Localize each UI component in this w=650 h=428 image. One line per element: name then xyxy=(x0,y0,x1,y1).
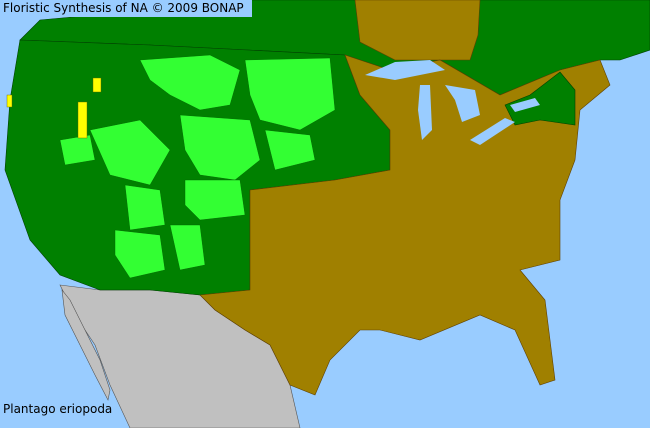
historic-coast-1 xyxy=(6,94,13,108)
species-label: Plantago eriopoda xyxy=(3,402,113,416)
patch-dakotas xyxy=(244,57,336,131)
canada-absent-region xyxy=(354,0,481,61)
new-york-present xyxy=(504,71,576,126)
patch-arizona xyxy=(114,229,166,279)
great-lakes xyxy=(365,60,540,145)
historic-counties xyxy=(6,77,102,139)
patch-utah xyxy=(124,184,166,231)
rare-presence-counties xyxy=(59,54,336,279)
lake-huron xyxy=(445,85,480,122)
patch-newmexico xyxy=(169,224,206,271)
lake-erie xyxy=(470,118,515,145)
patch-idaho xyxy=(89,119,171,186)
historic-oregon-1 xyxy=(77,101,88,139)
patch-montana xyxy=(139,54,241,111)
map-title: Floristic Synthesis of NA © 2009 BONAP xyxy=(0,0,252,17)
lake-michigan xyxy=(418,85,432,140)
lake-superior xyxy=(365,60,445,80)
patch-nebraska xyxy=(264,129,316,171)
patch-colorado xyxy=(184,179,246,221)
eastern-us-absent xyxy=(199,54,611,396)
patch-oregon xyxy=(59,134,96,166)
historic-idaho-1 xyxy=(92,77,102,93)
lake-ontario xyxy=(510,98,540,112)
baja-california xyxy=(61,288,111,401)
